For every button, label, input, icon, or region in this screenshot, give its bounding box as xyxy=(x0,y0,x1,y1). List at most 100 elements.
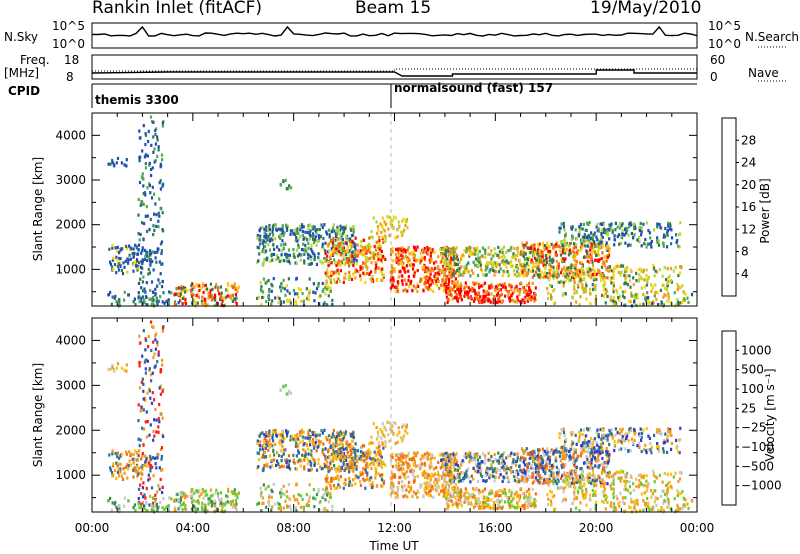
velocity-cell xyxy=(342,461,345,465)
velocity-cell xyxy=(391,486,394,490)
power-cell xyxy=(676,283,679,287)
power-cell xyxy=(421,257,424,261)
power-cell xyxy=(161,158,164,162)
power-cell xyxy=(181,302,184,306)
velocity-cell xyxy=(521,504,524,508)
velocity-cell xyxy=(268,495,271,500)
power-cell xyxy=(128,244,131,248)
power-cell xyxy=(618,222,621,226)
power-cell xyxy=(414,286,417,290)
power-cell xyxy=(340,245,343,249)
power-cell xyxy=(433,250,436,255)
velocity-cell xyxy=(437,485,440,489)
power-ylabel: Slant Range [km] xyxy=(31,157,45,261)
power-cell xyxy=(552,274,555,278)
power-cell xyxy=(670,266,673,271)
velocity-cell xyxy=(322,508,325,512)
velocity-cell xyxy=(150,457,153,461)
velocity-cell xyxy=(137,419,140,423)
velocity-cell xyxy=(326,476,329,480)
power-cell xyxy=(375,220,378,224)
power-cell xyxy=(572,246,575,250)
velocity-cell xyxy=(302,509,306,513)
power-cell xyxy=(283,231,286,235)
velocity-cell xyxy=(419,483,423,487)
velocity-cell xyxy=(315,436,318,440)
power-cell xyxy=(359,278,362,282)
power-cell xyxy=(196,301,199,305)
velocity-cell xyxy=(170,497,173,501)
power-cell xyxy=(351,239,354,243)
velocity-cell xyxy=(381,441,384,445)
power-cell xyxy=(574,267,577,271)
power-cell xyxy=(628,222,631,226)
velocity-cell xyxy=(261,468,265,472)
power-cell xyxy=(304,230,307,234)
power-cell xyxy=(538,242,541,246)
velocity-cell xyxy=(499,500,502,504)
power-cell xyxy=(579,274,582,279)
velocity-cell xyxy=(260,490,263,494)
power-cell xyxy=(454,247,457,251)
power-cell xyxy=(224,303,227,307)
power-cell xyxy=(548,255,551,259)
velocity-cell xyxy=(463,500,466,504)
velocity-cell xyxy=(302,443,305,447)
velocity-cell xyxy=(348,468,351,472)
power-cell xyxy=(610,276,613,280)
velocity-cell xyxy=(314,434,317,438)
velocity-cell xyxy=(406,431,409,435)
power-cell xyxy=(235,296,238,300)
velocity-cell xyxy=(265,486,268,490)
power-cell xyxy=(372,253,375,257)
power-cell xyxy=(562,284,565,288)
power-cell xyxy=(496,291,499,296)
power-cell xyxy=(594,301,597,305)
velocity-cell xyxy=(337,465,340,469)
power-cell xyxy=(332,240,336,244)
velocity-cell xyxy=(139,341,142,345)
power-cell xyxy=(142,238,145,242)
velocity-cell xyxy=(423,463,427,467)
power-cell xyxy=(510,260,513,264)
velocity-cell xyxy=(138,466,141,470)
power-cell xyxy=(333,244,336,248)
velocity-cell xyxy=(237,491,241,495)
power-cell xyxy=(379,222,382,226)
velocity-cell xyxy=(293,438,297,442)
velocity-cell xyxy=(204,489,207,493)
power-cell xyxy=(518,289,522,293)
velocity-cell xyxy=(394,475,397,479)
power-cell xyxy=(434,277,437,281)
power-cell xyxy=(394,236,397,240)
velocity-cell xyxy=(365,455,369,459)
power-cell xyxy=(309,237,312,241)
velocity-cell xyxy=(336,431,339,435)
power-cell xyxy=(286,289,289,293)
power-cell xyxy=(615,301,618,305)
power-cell xyxy=(497,245,500,249)
power-cell xyxy=(306,230,309,235)
power-cell xyxy=(507,261,510,265)
velocity-cell xyxy=(276,459,279,463)
power-cell xyxy=(633,294,636,298)
velocity-cell xyxy=(114,500,117,504)
power-cell xyxy=(350,233,354,238)
power-cell xyxy=(279,183,282,187)
power-cell xyxy=(150,251,153,255)
velocity-cell xyxy=(139,438,142,442)
power-cell xyxy=(138,180,142,185)
power-cell xyxy=(501,274,504,278)
velocity-cell xyxy=(284,458,287,462)
velocity-cell xyxy=(325,486,328,491)
velocity-cell xyxy=(315,493,319,497)
velocity-cell xyxy=(311,432,314,437)
velocity-cell xyxy=(278,502,281,507)
velocity-cell xyxy=(417,490,420,494)
velocity-cell xyxy=(394,464,397,468)
velocity-cell xyxy=(506,495,509,500)
power-cell xyxy=(342,255,345,259)
power-cell xyxy=(127,258,130,262)
power-cell xyxy=(596,222,599,227)
velocity-cell xyxy=(483,506,486,510)
